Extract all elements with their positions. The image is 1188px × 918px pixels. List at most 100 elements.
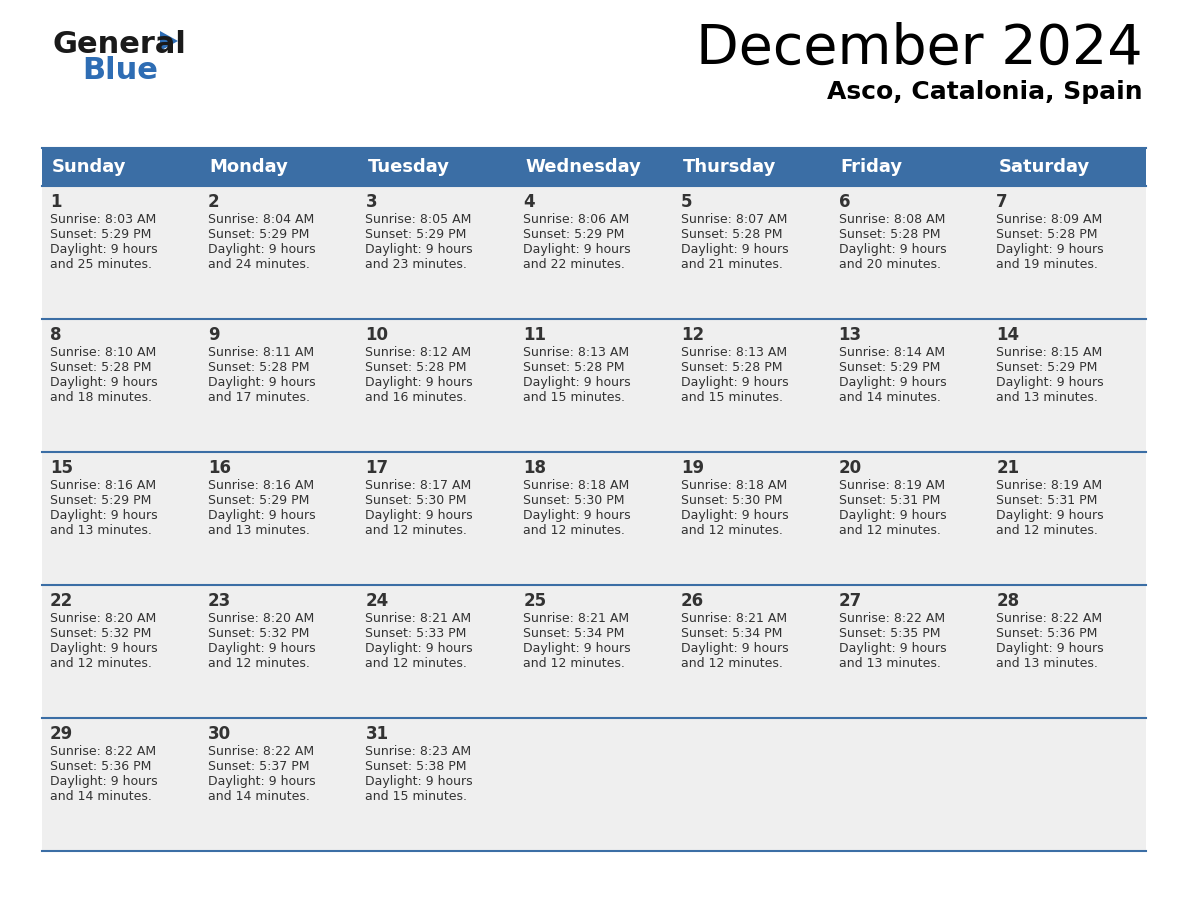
- Text: Sunset: 5:32 PM: Sunset: 5:32 PM: [50, 627, 151, 640]
- Text: Sunrise: 8:16 AM: Sunrise: 8:16 AM: [208, 479, 314, 492]
- Text: Sunset: 5:34 PM: Sunset: 5:34 PM: [681, 627, 782, 640]
- Text: Wednesday: Wednesday: [525, 158, 642, 176]
- Text: Sunset: 5:32 PM: Sunset: 5:32 PM: [208, 627, 309, 640]
- Text: 10: 10: [366, 326, 388, 344]
- Text: 30: 30: [208, 725, 230, 743]
- Text: Sunrise: 8:22 AM: Sunrise: 8:22 AM: [839, 612, 944, 625]
- Text: and 18 minutes.: and 18 minutes.: [50, 391, 152, 404]
- Text: Sunset: 5:28 PM: Sunset: 5:28 PM: [523, 361, 625, 374]
- Text: Sunrise: 8:21 AM: Sunrise: 8:21 AM: [523, 612, 630, 625]
- Text: Sunset: 5:29 PM: Sunset: 5:29 PM: [839, 361, 940, 374]
- Text: Sunset: 5:31 PM: Sunset: 5:31 PM: [997, 494, 1098, 507]
- Text: Sunset: 5:28 PM: Sunset: 5:28 PM: [366, 361, 467, 374]
- Text: Tuesday: Tuesday: [367, 158, 449, 176]
- Text: and 25 minutes.: and 25 minutes.: [50, 258, 152, 271]
- Text: 24: 24: [366, 592, 388, 610]
- Text: Sunrise: 8:18 AM: Sunrise: 8:18 AM: [523, 479, 630, 492]
- Text: 31: 31: [366, 725, 388, 743]
- Text: 8: 8: [50, 326, 62, 344]
- Text: Daylight: 9 hours: Daylight: 9 hours: [997, 243, 1104, 256]
- Text: 15: 15: [50, 459, 72, 477]
- Text: 4: 4: [523, 193, 535, 211]
- Text: Sunrise: 8:21 AM: Sunrise: 8:21 AM: [366, 612, 472, 625]
- Bar: [672, 148, 830, 186]
- Text: 25: 25: [523, 592, 546, 610]
- Text: and 13 minutes.: and 13 minutes.: [997, 657, 1098, 670]
- Text: and 15 minutes.: and 15 minutes.: [523, 391, 625, 404]
- Text: Daylight: 9 hours: Daylight: 9 hours: [366, 642, 473, 655]
- Text: Sunrise: 8:21 AM: Sunrise: 8:21 AM: [681, 612, 786, 625]
- Text: Sunrise: 8:08 AM: Sunrise: 8:08 AM: [839, 213, 944, 226]
- Text: Sunrise: 8:07 AM: Sunrise: 8:07 AM: [681, 213, 788, 226]
- Text: and 19 minutes.: and 19 minutes.: [997, 258, 1098, 271]
- Text: Sunset: 5:29 PM: Sunset: 5:29 PM: [366, 228, 467, 241]
- Text: Sunrise: 8:17 AM: Sunrise: 8:17 AM: [366, 479, 472, 492]
- Text: Daylight: 9 hours: Daylight: 9 hours: [208, 243, 315, 256]
- Text: Thursday: Thursday: [683, 158, 776, 176]
- Text: Sunrise: 8:04 AM: Sunrise: 8:04 AM: [208, 213, 314, 226]
- Bar: [42, 585, 1146, 718]
- Text: Sunrise: 8:20 AM: Sunrise: 8:20 AM: [208, 612, 314, 625]
- Text: and 13 minutes.: and 13 minutes.: [839, 657, 941, 670]
- Text: 11: 11: [523, 326, 546, 344]
- Text: 23: 23: [208, 592, 230, 610]
- Text: Sunrise: 8:22 AM: Sunrise: 8:22 AM: [50, 745, 156, 758]
- Text: Daylight: 9 hours: Daylight: 9 hours: [50, 243, 158, 256]
- Text: Daylight: 9 hours: Daylight: 9 hours: [681, 243, 789, 256]
- Text: Sunrise: 8:13 AM: Sunrise: 8:13 AM: [523, 346, 630, 359]
- Text: Sunset: 5:34 PM: Sunset: 5:34 PM: [523, 627, 625, 640]
- Text: Sunset: 5:38 PM: Sunset: 5:38 PM: [366, 760, 467, 773]
- Bar: [830, 148, 988, 186]
- Text: 29: 29: [50, 725, 74, 743]
- Text: Daylight: 9 hours: Daylight: 9 hours: [523, 509, 631, 522]
- Text: 28: 28: [997, 592, 1019, 610]
- Text: Sunset: 5:36 PM: Sunset: 5:36 PM: [50, 760, 151, 773]
- Text: Sunrise: 8:18 AM: Sunrise: 8:18 AM: [681, 479, 788, 492]
- Text: and 15 minutes.: and 15 minutes.: [366, 790, 467, 803]
- Text: Sunday: Sunday: [52, 158, 126, 176]
- Text: Sunset: 5:29 PM: Sunset: 5:29 PM: [50, 494, 151, 507]
- Text: Monday: Monday: [210, 158, 289, 176]
- Text: 17: 17: [366, 459, 388, 477]
- Text: Sunset: 5:29 PM: Sunset: 5:29 PM: [208, 228, 309, 241]
- Text: Sunset: 5:29 PM: Sunset: 5:29 PM: [50, 228, 151, 241]
- Text: Sunset: 5:37 PM: Sunset: 5:37 PM: [208, 760, 309, 773]
- Text: 7: 7: [997, 193, 1007, 211]
- Text: Sunset: 5:28 PM: Sunset: 5:28 PM: [839, 228, 940, 241]
- Text: 3: 3: [366, 193, 377, 211]
- Text: 14: 14: [997, 326, 1019, 344]
- Text: 21: 21: [997, 459, 1019, 477]
- Text: Sunrise: 8:06 AM: Sunrise: 8:06 AM: [523, 213, 630, 226]
- Polygon shape: [160, 31, 178, 51]
- Text: Sunset: 5:30 PM: Sunset: 5:30 PM: [366, 494, 467, 507]
- Text: Sunset: 5:30 PM: Sunset: 5:30 PM: [681, 494, 783, 507]
- Text: Daylight: 9 hours: Daylight: 9 hours: [681, 376, 789, 389]
- Bar: [358, 148, 516, 186]
- Text: Daylight: 9 hours: Daylight: 9 hours: [366, 775, 473, 788]
- Text: and 12 minutes.: and 12 minutes.: [366, 524, 467, 537]
- Text: Daylight: 9 hours: Daylight: 9 hours: [839, 243, 946, 256]
- Text: 20: 20: [839, 459, 861, 477]
- Text: and 14 minutes.: and 14 minutes.: [208, 790, 310, 803]
- Text: and 13 minutes.: and 13 minutes.: [50, 524, 152, 537]
- Text: Sunrise: 8:22 AM: Sunrise: 8:22 AM: [997, 612, 1102, 625]
- Text: and 13 minutes.: and 13 minutes.: [208, 524, 310, 537]
- Text: Sunrise: 8:12 AM: Sunrise: 8:12 AM: [366, 346, 472, 359]
- Text: Sunrise: 8:03 AM: Sunrise: 8:03 AM: [50, 213, 157, 226]
- Text: Sunset: 5:28 PM: Sunset: 5:28 PM: [681, 361, 783, 374]
- Text: Sunrise: 8:22 AM: Sunrise: 8:22 AM: [208, 745, 314, 758]
- Text: Daylight: 9 hours: Daylight: 9 hours: [839, 642, 946, 655]
- Text: Asco, Catalonia, Spain: Asco, Catalonia, Spain: [827, 80, 1143, 104]
- Text: and 20 minutes.: and 20 minutes.: [839, 258, 941, 271]
- Text: and 23 minutes.: and 23 minutes.: [366, 258, 467, 271]
- Text: and 22 minutes.: and 22 minutes.: [523, 258, 625, 271]
- Text: 19: 19: [681, 459, 704, 477]
- Text: Sunrise: 8:19 AM: Sunrise: 8:19 AM: [839, 479, 944, 492]
- Text: Daylight: 9 hours: Daylight: 9 hours: [208, 642, 315, 655]
- Text: Daylight: 9 hours: Daylight: 9 hours: [366, 243, 473, 256]
- Text: 22: 22: [50, 592, 74, 610]
- Text: 18: 18: [523, 459, 546, 477]
- Text: Daylight: 9 hours: Daylight: 9 hours: [50, 376, 158, 389]
- Text: Sunset: 5:29 PM: Sunset: 5:29 PM: [997, 361, 1098, 374]
- Text: and 12 minutes.: and 12 minutes.: [523, 657, 625, 670]
